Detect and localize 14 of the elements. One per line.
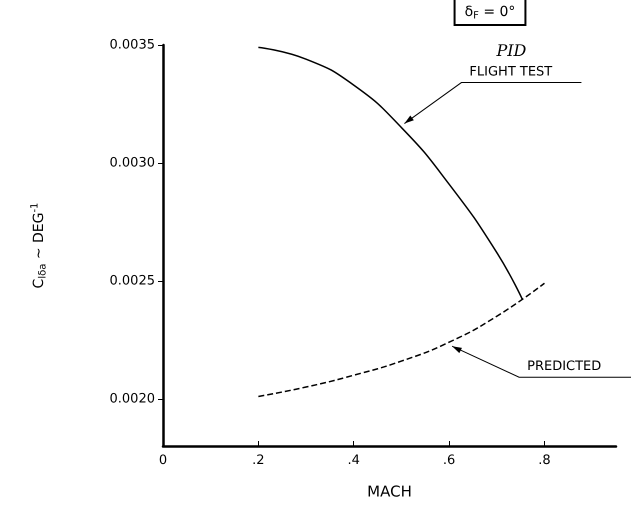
x-tick-label: 0 (158, 453, 168, 468)
y-tick-label: 0.0030 (110, 155, 155, 170)
x-tick-label: .8 (538, 453, 551, 468)
x-tick-label: .2 (252, 453, 265, 468)
x-tick-label: .4 (348, 453, 360, 468)
y-tick-label: 0.0025 (110, 273, 155, 288)
annotation: PID (495, 41, 527, 60)
y-tick-label: 0.0020 (110, 391, 155, 406)
y-axis-title: Clδa ~ DEG-1 (30, 202, 48, 288)
text: PREDICTED (527, 359, 602, 374)
x-axis-title: MACH (367, 482, 412, 500)
y-tick-label: 0.0035 (110, 38, 155, 52)
x-tick-label: .6 (442, 453, 456, 468)
text: FLIGHT TEST (469, 64, 552, 80)
